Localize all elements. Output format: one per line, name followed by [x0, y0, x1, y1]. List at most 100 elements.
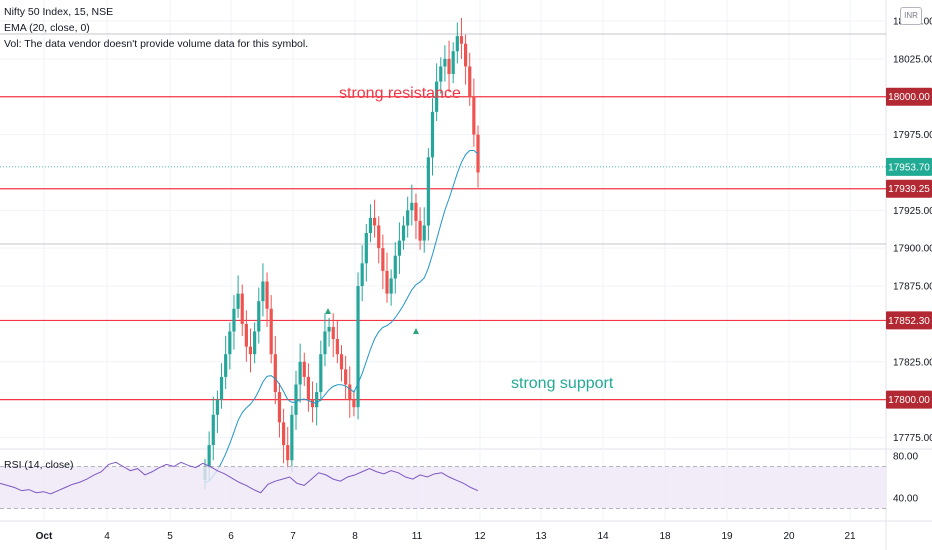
candle-body: [327, 326, 331, 332]
level-price-badge: [886, 390, 932, 409]
candle-body: [377, 225, 381, 249]
candle-body: [364, 233, 368, 264]
candle-body: [401, 225, 406, 241]
candle-body: [356, 286, 360, 408]
time-tick-label: 20: [783, 531, 795, 542]
time-tick-label: 6: [228, 531, 234, 542]
ema-line: [204, 149, 479, 484]
price-tick-label: 17900.00: [893, 244, 932, 255]
rsi-indicator-label[interactable]: RSI (14, close): [4, 459, 74, 471]
candle-body: [331, 326, 335, 340]
candle-body: [323, 331, 327, 355]
price-tick-label: 17875.00: [893, 282, 932, 293]
candle-body: [451, 51, 455, 75]
candle-body: [248, 346, 253, 355]
candle-body: [468, 66, 472, 97]
candle-body: [207, 445, 211, 468]
rsi-tick-label: 80.00: [893, 452, 918, 463]
candle-body: [215, 399, 220, 415]
candle-body: [236, 293, 240, 309]
candle-body: [232, 308, 236, 332]
volume-indicator-label[interactable]: Vol: The data vendor doesn't provide vol…: [4, 38, 309, 50]
time-tick-label: Oct: [36, 531, 53, 542]
currency-badge[interactable]: INR: [900, 7, 922, 25]
signal-up-arrow: [413, 328, 419, 334]
candle-body: [422, 225, 426, 241]
symbol-title: Nifty 50 Index, 15, NSE: [4, 6, 114, 18]
candle-body: [389, 278, 393, 294]
support-annotation: strong support: [511, 375, 614, 392]
signal-up-arrow: [325, 308, 331, 314]
candle-body: [302, 361, 306, 377]
ema-indicator-label[interactable]: EMA (20, close, 0): [4, 22, 90, 34]
last-price-badge: [886, 157, 932, 176]
candle-body: [257, 301, 261, 332]
candle-body: [335, 339, 339, 355]
candle-body: [352, 399, 356, 408]
candle-body: [269, 308, 273, 355]
candle-body: [315, 392, 319, 408]
candle-body: [306, 376, 311, 400]
time-tick-label: 14: [597, 531, 609, 542]
candle-body: [286, 445, 290, 461]
level-price-label: 18000.00: [888, 92, 930, 103]
time-tick-label: 13: [535, 531, 547, 542]
candle-body: [224, 354, 228, 377]
time-tick-label: 8: [352, 531, 358, 542]
candle-body: [443, 58, 447, 67]
resistance-annotation: strong resistance: [339, 85, 461, 102]
candle-body: [372, 217, 377, 226]
candle-body: [298, 361, 302, 385]
time-tick-label: 21: [844, 531, 856, 542]
rsi-band: [0, 466, 886, 509]
time-tick-label: 18: [659, 531, 671, 542]
candle-body: [253, 331, 257, 355]
candle-body: [418, 220, 422, 241]
candle-body: [319, 354, 323, 393]
level-price-badge: [886, 311, 932, 330]
candle-body: [211, 414, 215, 446]
level-price-label: 17852.30: [888, 316, 930, 327]
candle-body: [339, 354, 344, 370]
candle-body: [410, 202, 414, 211]
time-tick-label: 4: [104, 531, 110, 542]
candle-body: [294, 384, 298, 415]
candle-body: [414, 202, 418, 221]
candle-body: [397, 240, 402, 256]
candle-body: [463, 43, 468, 67]
candle-body: [273, 354, 277, 393]
price-tick-label: 17825.00: [893, 357, 932, 368]
level-price-badge: [886, 87, 932, 106]
candle-body: [447, 58, 451, 75]
candle-body: [393, 255, 397, 279]
rsi-tick-label: 40.00: [893, 494, 918, 505]
level-price-badge: [886, 179, 932, 198]
price-tick-label: 17925.00: [893, 206, 932, 217]
candle-body: [344, 369, 348, 385]
price-tick-label: 17775.00: [893, 433, 932, 444]
candle-body: [277, 392, 282, 423]
candle-body: [290, 414, 294, 461]
time-tick-label: 5: [167, 531, 173, 542]
candle-body: [244, 323, 248, 347]
candle-body: [368, 217, 373, 234]
price-tick-label: 17975.00: [893, 130, 932, 141]
candle-body: [240, 293, 244, 324]
candle-body: [381, 248, 385, 271]
time-tick-label: 19: [721, 531, 733, 542]
time-tick-label: 12: [474, 531, 486, 542]
time-tick-label: 7: [290, 531, 296, 542]
level-price-label: 17800.00: [888, 395, 930, 406]
candle-body: [219, 376, 224, 400]
candle-body: [430, 111, 435, 158]
candle-body: [310, 399, 315, 408]
candle-body: [406, 210, 410, 226]
candle-body: [360, 263, 364, 287]
candle-body: [426, 157, 430, 226]
candle-body: [261, 281, 265, 302]
candle-body: [472, 96, 476, 135]
time-tick-label: 11: [412, 531, 423, 542]
price-tick-label: 18025.00: [893, 54, 932, 65]
candle-body: [348, 384, 352, 400]
